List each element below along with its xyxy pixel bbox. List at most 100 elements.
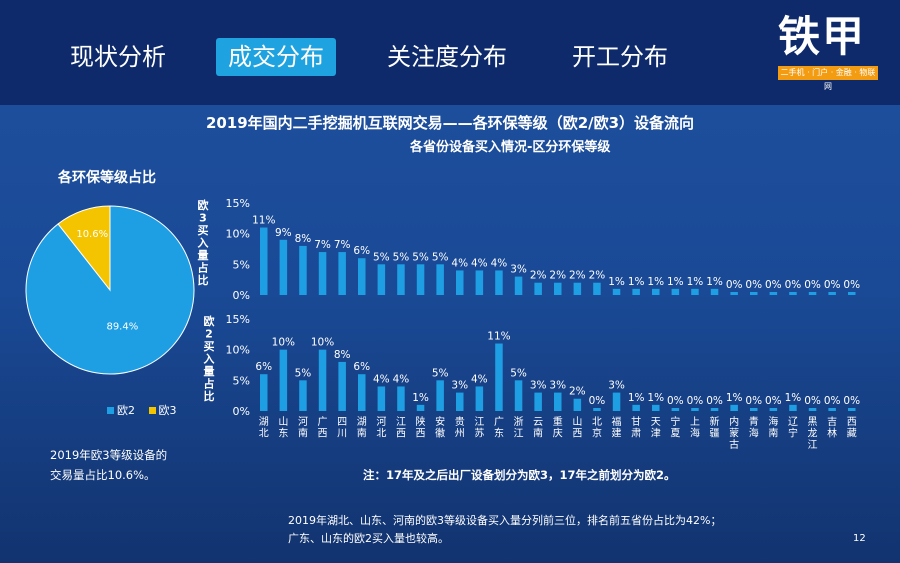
category-label-char: 南 — [533, 427, 543, 440]
eu2-bar — [475, 386, 484, 411]
eu3-bar — [554, 282, 562, 295]
eu3-bar — [808, 292, 817, 295]
eu3-bar — [377, 264, 386, 295]
eu2-bar — [436, 380, 444, 411]
category-label-char: 南 — [357, 427, 367, 440]
eu3-ytick: 5% — [233, 258, 250, 271]
eu3-data-label: 4% — [471, 257, 488, 269]
summary-line1: 2019年湖北、山东、河南的欧3等级设备买入量分列前三位，排名前五省份占比为42… — [288, 514, 722, 527]
legend-swatch-eu2 — [107, 406, 114, 414]
eu3-data-label: 1% — [706, 276, 723, 288]
category-label-char: 四 — [337, 417, 347, 428]
eu3-data-label: 1% — [647, 276, 664, 288]
eu2-ylabel-char: 比 — [204, 389, 215, 403]
eu2-data-label: 0% — [824, 395, 841, 407]
logo-tagline: 二手机 · 门户 · 金融 · 物联网 — [778, 66, 878, 91]
eu2-ytick: 15% — [226, 313, 250, 326]
eu2-data-label: 0% — [667, 395, 684, 407]
tab-operation-distribution[interactable]: 开工分布 — [572, 43, 668, 71]
category-label-char: 西 — [416, 429, 426, 440]
eu3-bar — [338, 252, 346, 295]
eu3-bar — [769, 292, 778, 295]
eu3-data-label: 2% — [569, 270, 586, 282]
eu2-data-label: 3% — [530, 380, 547, 392]
eu3-bar — [279, 239, 288, 295]
eu3-bar — [593, 282, 601, 295]
eu3-data-label: 4% — [491, 257, 508, 269]
eu2-bar — [338, 361, 346, 411]
eu3-bar — [358, 258, 366, 295]
summary-text: 2019年湖北、山东、河南的欧3等级设备买入量分列前三位，排名前五省份占比为42… — [288, 512, 721, 548]
eu2-data-label: 0% — [843, 395, 860, 407]
eu2-data-label: 0% — [804, 395, 821, 407]
pie-label-eu2: 89.4% — [106, 322, 138, 333]
page-number: 12 — [853, 533, 866, 544]
pie-label-eu3: 10.6% — [76, 229, 108, 240]
category-label-char: 江 — [396, 416, 406, 428]
category-label-char: 黑 — [808, 416, 818, 428]
eu2-ylabel-char: 入 — [204, 353, 215, 366]
eu3-ylabel-char: 量 — [198, 249, 209, 262]
category-label-char: 江 — [808, 439, 818, 451]
eu2-data-label: 1% — [628, 392, 645, 404]
pie-legend: 欧2 欧3 — [107, 402, 187, 418]
eu3-data-label: 2% — [530, 270, 547, 282]
category-label-char: 河 — [298, 416, 308, 428]
category-label-char: 东 — [494, 427, 504, 440]
eu2-bar — [808, 408, 817, 411]
eu3-data-label: 5% — [393, 251, 410, 263]
eu2-bar — [358, 374, 366, 411]
eu2-data-label: 4% — [393, 373, 410, 385]
eu3-bar — [495, 270, 503, 295]
category-label-char: 上 — [690, 416, 700, 428]
pie-chart: 89.4% 10.6% — [25, 205, 195, 375]
category-label-char: 江 — [474, 416, 484, 428]
category-label-char: 江 — [514, 428, 524, 440]
category-label-char: 蒙 — [729, 427, 739, 440]
category-label-char: 宁 — [788, 427, 798, 440]
category-label-char: 辽 — [788, 416, 798, 428]
eu2-bar — [750, 408, 758, 411]
category-label-char: 陕 — [416, 415, 426, 428]
eu2-bar — [710, 408, 719, 411]
eu3-bar — [750, 292, 758, 295]
eu3-data-label: 1% — [608, 276, 625, 288]
eu3-data-label: 7% — [314, 239, 331, 251]
legend-label-eu2: 欧2 — [117, 404, 135, 417]
eu3-bar — [652, 288, 660, 295]
tab-status-analysis[interactable]: 现状分析 — [70, 43, 166, 71]
category-label-char: 夏 — [670, 428, 680, 440]
tab-attention-distribution[interactable]: 关注度分布 — [387, 43, 507, 71]
category-label-char: 宁 — [670, 415, 680, 428]
eu2-data-label: 10% — [311, 337, 334, 349]
eu3-bar — [848, 292, 856, 295]
eu2-data-label: 4% — [471, 373, 488, 385]
eu2-bar — [691, 408, 699, 411]
eu2-bar — [397, 386, 405, 411]
category-label-char: 南 — [768, 427, 778, 440]
eu2-bar — [514, 380, 523, 411]
category-label-char: 海 — [768, 415, 778, 428]
category-label-char: 山 — [572, 416, 582, 428]
chart-subtitle: 各省份设备买入情况-区分环保等级 — [410, 140, 611, 155]
eu2-data-label: 0% — [765, 395, 782, 407]
eu2-bar — [593, 408, 601, 411]
eu2-bar — [377, 386, 386, 411]
eu3-bar — [710, 288, 719, 295]
category-label-char: 津 — [651, 428, 661, 440]
eu2-bar — [554, 392, 562, 411]
eu2-data-label: 4% — [373, 373, 390, 385]
page-title: 2019年国内二手挖掘机互联网交易——各环保等级（欧2/欧3）设备流向 — [205, 114, 695, 132]
category-label-char: 徽 — [435, 427, 445, 440]
eu3-ylabel-char: 买 — [198, 224, 209, 237]
pie-title: 各环保等级占比 — [58, 170, 156, 186]
category-label-char: 建 — [612, 427, 622, 440]
eu3-bar — [514, 276, 523, 295]
eu2-data-label: 3% — [608, 380, 625, 392]
tab-transaction-distribution[interactable]: 成交分布 — [216, 38, 336, 76]
pie-note-line1: 2019年欧3等级设备的 — [50, 448, 168, 462]
eu3-data-label: 5% — [373, 251, 390, 263]
category-label-char: 云 — [533, 417, 543, 428]
category-label-char: 西 — [847, 417, 857, 428]
category-label-char: 州 — [455, 428, 465, 440]
